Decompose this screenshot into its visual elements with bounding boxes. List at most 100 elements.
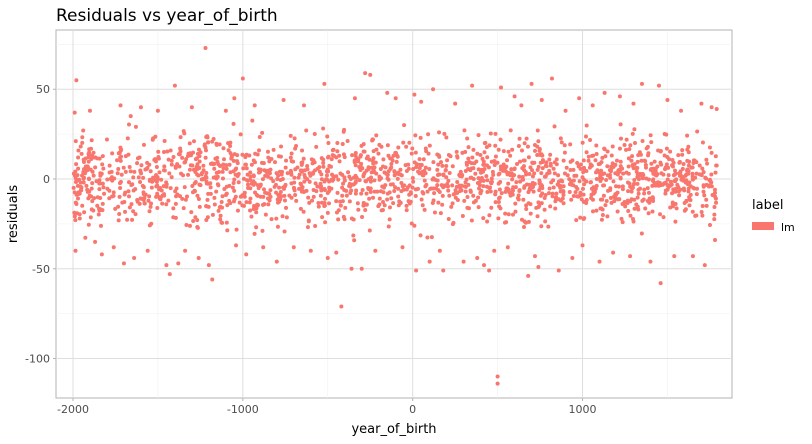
data-point	[404, 203, 409, 208]
data-point	[221, 146, 226, 151]
data-point	[521, 158, 526, 163]
data-point	[352, 96, 357, 101]
data-point	[340, 185, 345, 190]
data-point	[528, 202, 533, 207]
legend-label-lm: lm	[781, 221, 795, 234]
data-point	[416, 169, 421, 174]
data-point	[131, 175, 136, 180]
data-point	[320, 215, 325, 220]
data-point	[304, 188, 309, 193]
data-point	[227, 162, 232, 167]
data-point	[224, 184, 229, 189]
data-point	[180, 155, 185, 160]
data-point	[642, 158, 647, 163]
data-point	[252, 160, 257, 165]
legend-key-lm	[752, 222, 774, 230]
data-point	[311, 194, 316, 199]
data-point	[121, 261, 126, 266]
data-point	[459, 174, 464, 179]
data-point	[72, 110, 77, 115]
data-point	[440, 193, 445, 198]
data-point	[289, 151, 294, 156]
data-point	[389, 161, 394, 166]
data-point	[322, 179, 327, 184]
data-point	[398, 167, 403, 172]
data-point	[300, 188, 305, 193]
data-point	[471, 200, 476, 205]
data-point	[589, 186, 594, 191]
data-point	[154, 164, 159, 169]
data-point	[288, 155, 293, 160]
data-point	[616, 184, 621, 189]
data-point	[599, 217, 604, 222]
data-point	[588, 180, 593, 185]
data-point	[484, 184, 489, 189]
data-point	[326, 140, 331, 145]
data-point	[188, 151, 193, 156]
data-point	[584, 198, 589, 203]
data-point	[543, 219, 548, 224]
data-point	[496, 147, 501, 152]
data-point	[360, 214, 365, 219]
data-point	[497, 187, 502, 192]
data-point	[436, 200, 441, 205]
data-point	[411, 166, 416, 171]
data-point	[288, 168, 293, 173]
data-point	[301, 103, 306, 108]
data-point	[489, 205, 494, 210]
data-point	[622, 143, 627, 148]
data-point	[321, 164, 326, 169]
data-point	[453, 101, 458, 106]
data-point	[73, 179, 78, 184]
data-point	[636, 207, 641, 212]
data-point	[713, 238, 718, 243]
data-point	[381, 200, 386, 205]
data-point	[409, 221, 414, 226]
data-point	[670, 191, 675, 196]
data-point	[206, 140, 211, 145]
data-point	[224, 220, 229, 225]
data-point	[162, 139, 167, 144]
data-point	[419, 197, 424, 202]
data-point	[431, 198, 436, 203]
data-point	[528, 187, 533, 192]
data-point	[618, 175, 623, 180]
data-point	[496, 181, 501, 186]
chart-title: Residuals vs year_of_birth	[56, 6, 278, 26]
data-point	[536, 200, 541, 205]
data-point	[327, 185, 332, 190]
data-point	[342, 178, 347, 183]
data-point	[189, 105, 194, 110]
data-point	[329, 177, 334, 182]
data-point	[569, 197, 574, 202]
data-point	[327, 163, 332, 168]
data-point	[584, 179, 589, 184]
data-point	[173, 165, 178, 170]
data-point	[317, 169, 322, 174]
data-point	[482, 166, 487, 171]
data-point	[231, 199, 236, 204]
data-point	[358, 154, 363, 159]
data-point	[571, 178, 576, 183]
data-point	[307, 179, 312, 184]
data-point	[526, 155, 531, 160]
data-point	[312, 131, 317, 136]
data-point	[535, 214, 540, 219]
data-point	[593, 186, 598, 191]
data-point	[216, 162, 221, 167]
data-point	[554, 191, 559, 196]
data-point	[609, 153, 614, 158]
data-point	[554, 157, 559, 162]
data-point	[91, 208, 96, 213]
data-point	[228, 201, 233, 206]
data-point	[497, 171, 502, 176]
data-point	[208, 185, 213, 190]
data-point	[167, 272, 172, 277]
data-point	[663, 188, 668, 193]
data-point	[104, 137, 109, 142]
data-point	[492, 159, 497, 164]
data-point	[641, 173, 646, 178]
data-point	[577, 96, 582, 101]
data-point	[487, 213, 492, 218]
data-point	[359, 266, 364, 271]
